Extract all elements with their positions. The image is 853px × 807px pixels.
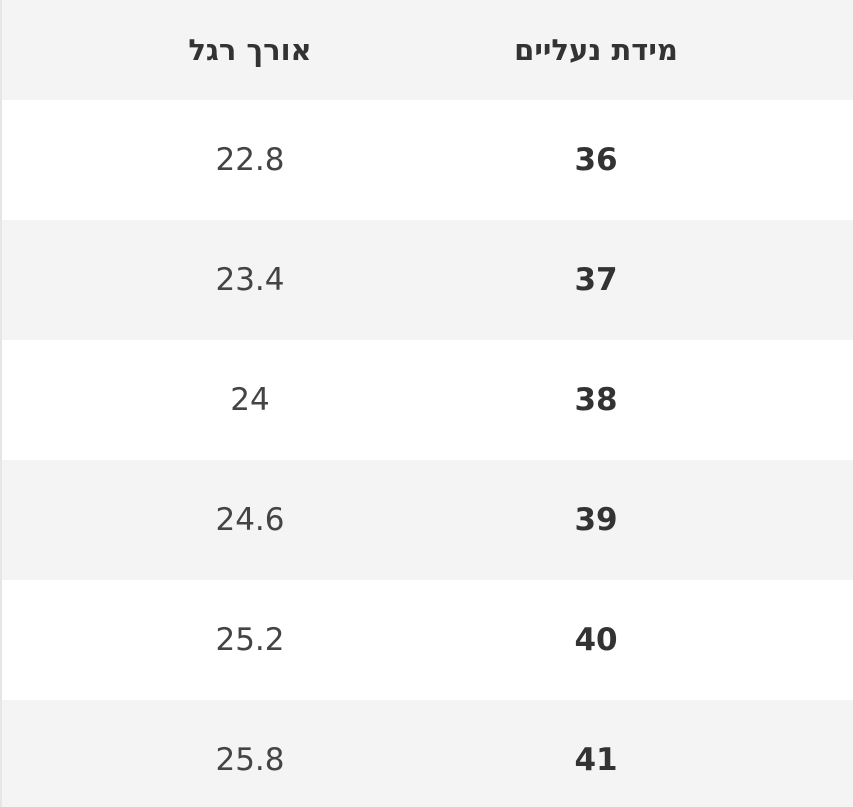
table-cell: 25.2 [0, 580, 408, 700]
table-cell: 36 [574, 142, 618, 178]
table-row: 23.4 37 [0, 220, 853, 340]
table-cell: 23.4 [0, 220, 408, 340]
table-cell: 24 [0, 340, 408, 460]
table-cell: 39 [574, 502, 618, 538]
header-cell: מידת נעליים [514, 33, 678, 67]
table-cell: 41 [574, 742, 618, 778]
table-cell: 25.8 [0, 700, 408, 807]
table-cell: 40 [574, 622, 618, 658]
table-row: 25.2 40 [0, 580, 853, 700]
table-cell: 22.8 [0, 100, 408, 220]
table-cell: 24.6 [0, 460, 408, 580]
table-row: 24.6 39 [0, 460, 853, 580]
table-cell: 38 [574, 382, 618, 418]
header-row: אורך רגל מידת נעליים [0, 0, 853, 100]
table-row: 25.8 41 [0, 700, 853, 807]
table-row: 22.8 36 [0, 100, 853, 220]
table-cell: 37 [574, 262, 618, 298]
table-row: 24 38 [0, 340, 853, 460]
header-cell: אורך רגל [0, 0, 408, 100]
